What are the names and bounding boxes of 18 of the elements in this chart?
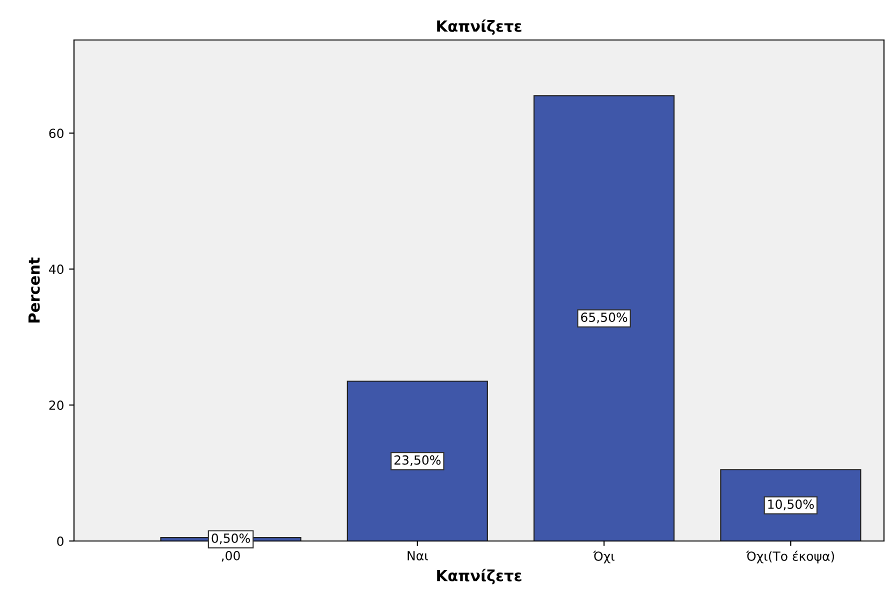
y-tick-label: 20 [49, 400, 64, 410]
chart-title: Καπνίζετε [437, 19, 522, 35]
data-label: 10,50% [768, 499, 814, 510]
y-tick-label: 60 [49, 128, 64, 138]
bar [534, 95, 675, 541]
bar [346, 380, 488, 541]
y-axis-title: Percent [28, 258, 40, 322]
y-tick-label: 40 [48, 264, 64, 274]
data-label: 65,50% [581, 312, 628, 324]
x-axis-title: Καπνίζετε [437, 568, 522, 584]
x-tick-label: Όχι [593, 550, 614, 564]
data-label: 23,50% [394, 455, 441, 466]
data-label: 0,50% [212, 533, 250, 544]
y-tick-label: 0 [57, 536, 64, 546]
bar [720, 469, 862, 541]
x-tick-label: Ναι [408, 551, 428, 560]
x-tick-label: ,00 [222, 550, 240, 562]
x-tick-label: Όχι(Το έκοψα) [746, 550, 834, 564]
